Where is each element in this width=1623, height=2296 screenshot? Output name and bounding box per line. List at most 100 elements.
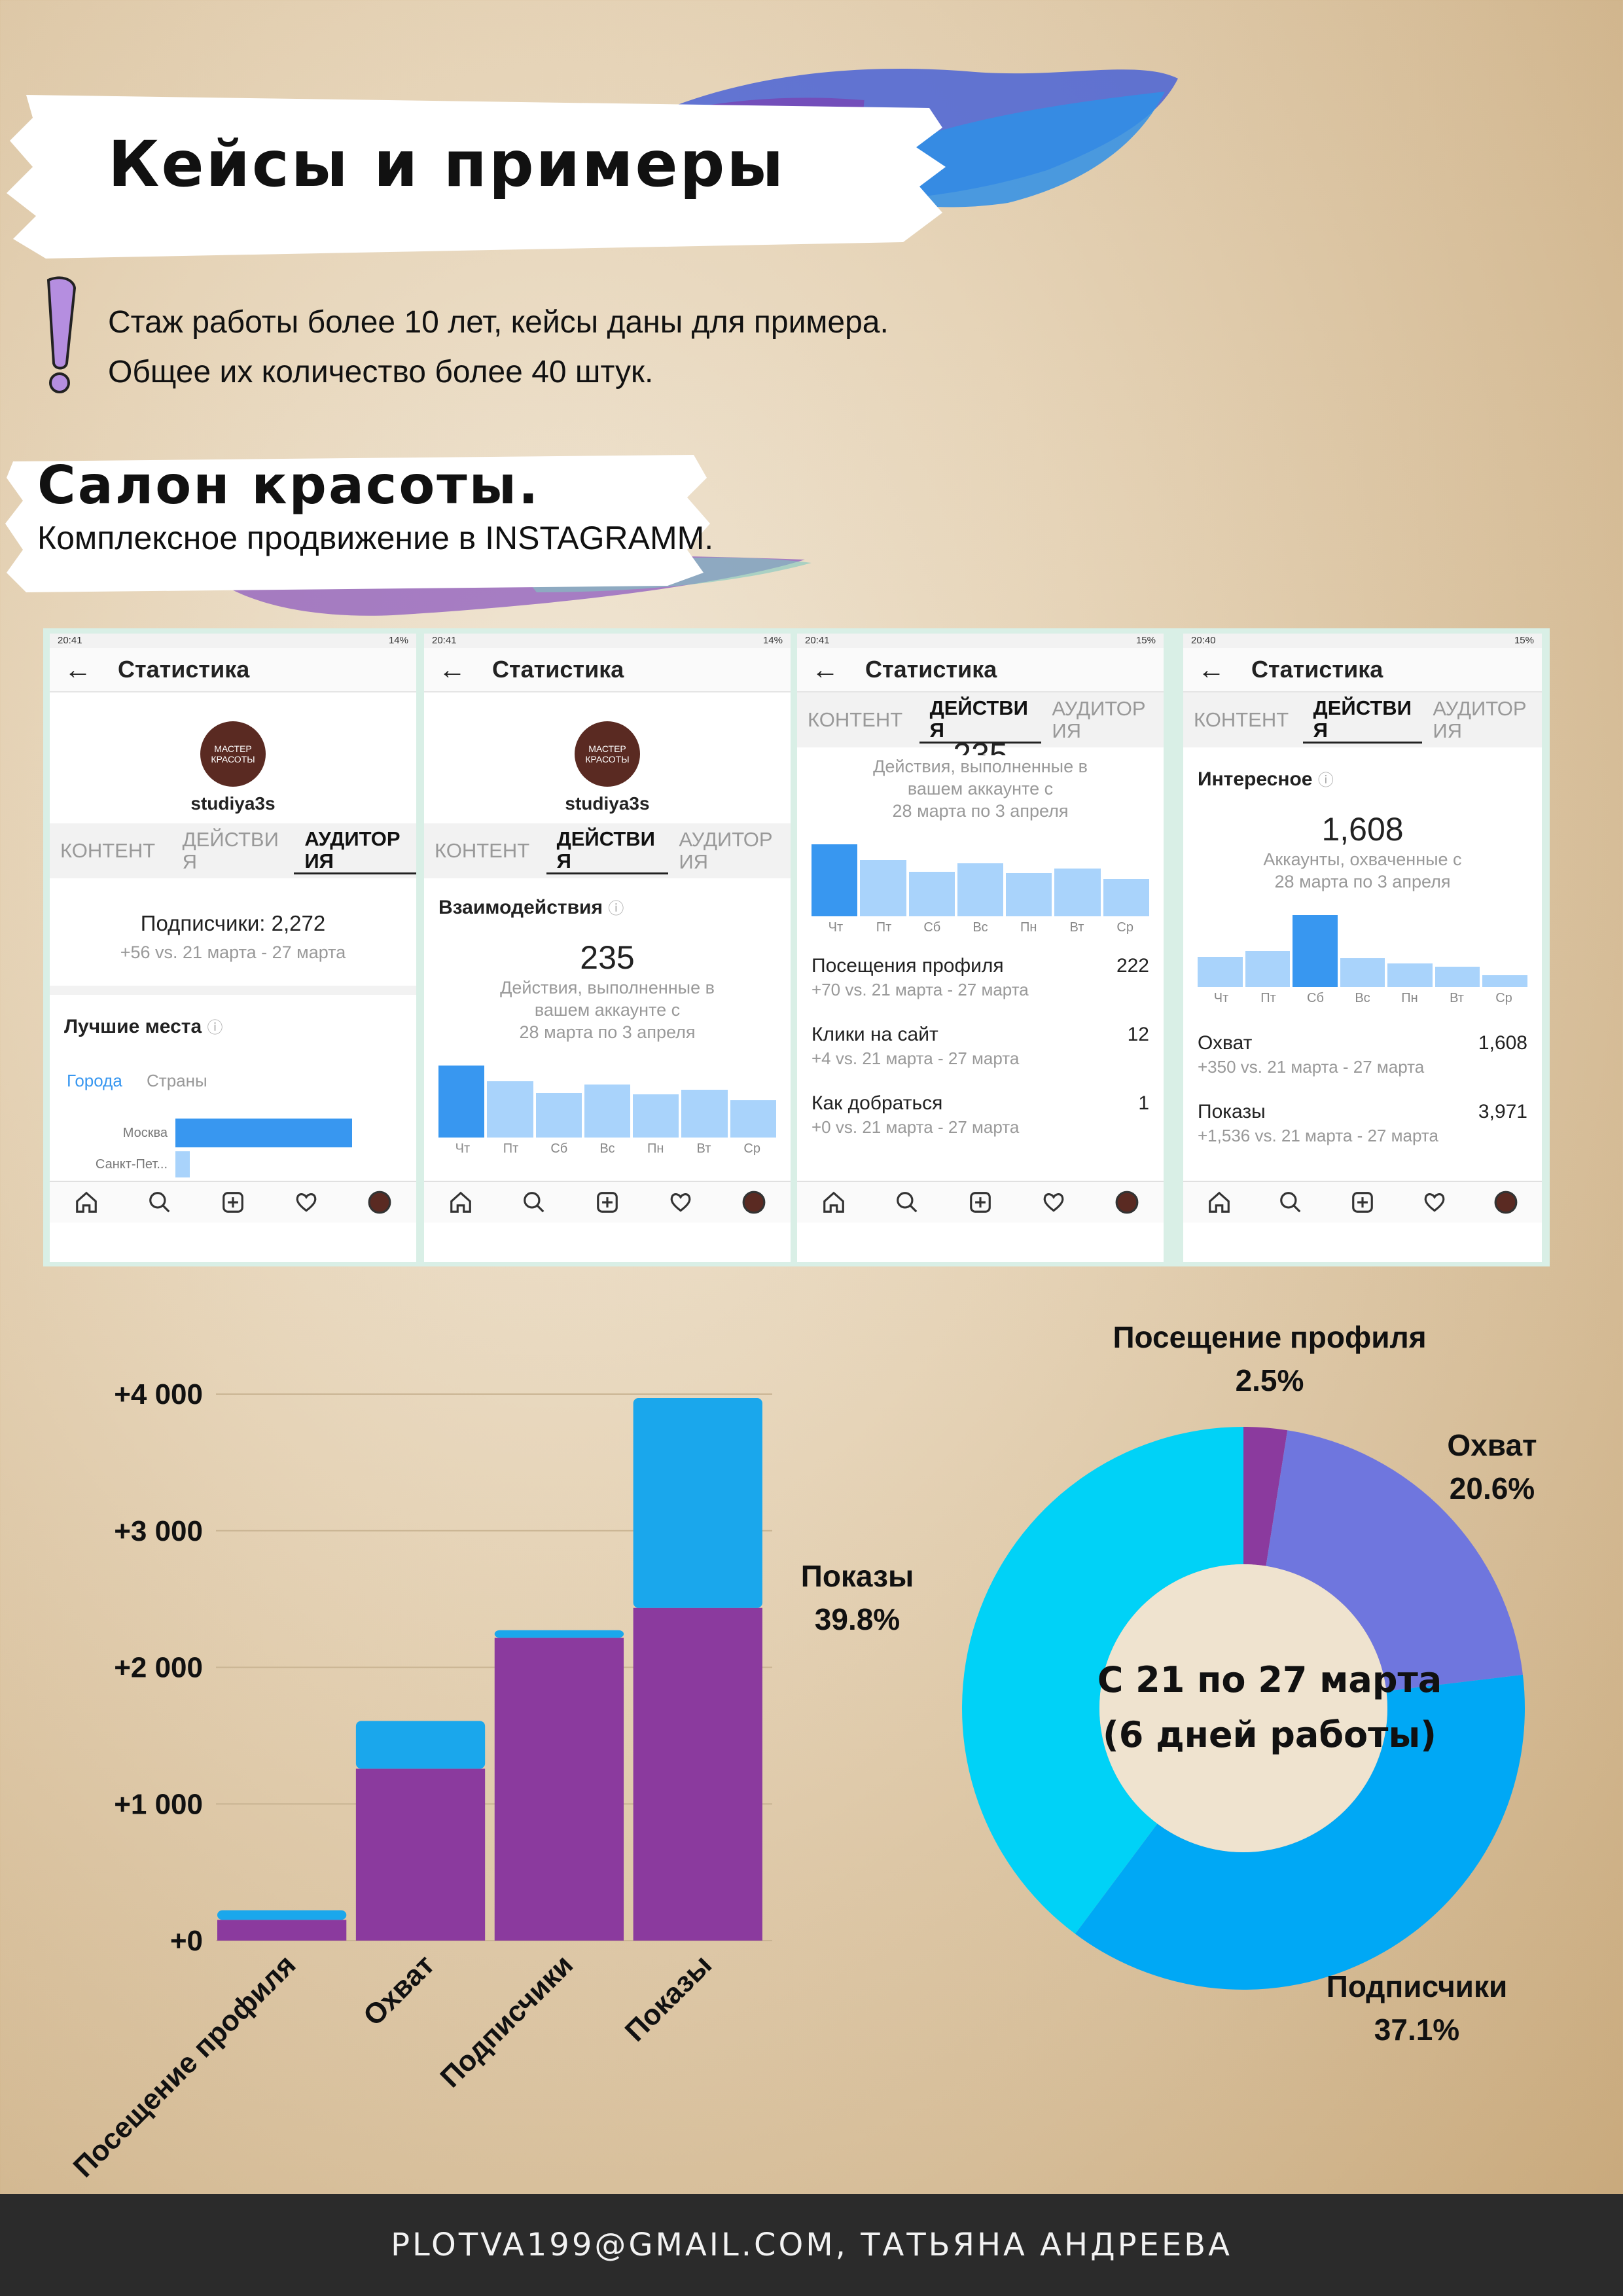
stat-row-change: +70 vs. 21 марта - 27 марта [812, 980, 1029, 999]
interactions-count: 235 [580, 939, 635, 976]
profile-icon[interactable] [1493, 1189, 1519, 1215]
x-tick-label: Охват [357, 1948, 440, 2032]
screen-header: ← Статистика [424, 648, 791, 692]
actions-desc-3: 28 марта по 3 апреля [892, 801, 1069, 821]
heart-icon[interactable] [1421, 1189, 1448, 1215]
stat-row[interactable]: Как добраться 1 [812, 1092, 1149, 1114]
screenshot-audience: 20:41 14% ← Статистика МАСТЕР КРАСОТЫ stu… [50, 634, 416, 1262]
search-icon[interactable] [147, 1189, 173, 1215]
donut-center-line-2: (6 дней работы) [1103, 1714, 1436, 1755]
info-icon[interactable]: ⓘ [1317, 772, 1334, 789]
back-arrow-icon[interactable]: ← [64, 654, 92, 685]
tab-audience[interactable]: АУДИТОР ИЯ [679, 828, 773, 873]
profile-icon[interactable] [366, 1189, 393, 1215]
weekday-labels: Чт Пт Сб Вс Пн Вт Ср [828, 920, 1133, 935]
stats-tabs: КОНТЕНТ ДЕЙСТВИ Я АУДИТОР ИЯ [50, 823, 416, 878]
bar-segment [633, 1398, 762, 1608]
stat-row[interactable]: Клики на сайт 12 [812, 1024, 1149, 1045]
tab-actions[interactable]: ДЕЙСТВИ Я [1302, 696, 1423, 744]
tab-content[interactable]: КОНТЕНТ [808, 708, 903, 731]
tab-audience[interactable]: АУДИТОР ИЯ [1433, 697, 1527, 742]
y-tick-label: +0 [170, 1925, 203, 1957]
stat-row[interactable]: Посещения профиля 222 [812, 955, 1149, 977]
pie-slice [1243, 1427, 1288, 1566]
interactions-desc-2: вашем аккаунте с [534, 1000, 681, 1020]
search-icon[interactable] [894, 1189, 920, 1215]
screenshot-actions: 20:41 14% ← Статистика МАСТЕР КРАСОТЫ stu… [424, 634, 791, 1262]
status-bar: 20:41 15% [797, 634, 1164, 648]
tab-audience[interactable]: АУДИТОР ИЯ [294, 827, 416, 874]
y-tick-label: +4 000 [114, 1378, 203, 1410]
bar-segment [355, 1768, 486, 1941]
intro-line-1: Стаж работы более 10 лет, кейсы даны для… [108, 305, 889, 340]
tab-countries[interactable]: Страны [147, 1071, 207, 1090]
tab-actions[interactable]: ДЕЙСТВИ Я [919, 696, 1042, 744]
pie-slice [1075, 1674, 1525, 1990]
page-title: Кейсы и примеры [108, 128, 786, 201]
avatar[interactable]: МАСТЕР КРАСОТЫ [575, 721, 640, 787]
status-bar: 20:41 14% [50, 634, 416, 648]
x-tick-label: Посещение профиля [67, 1948, 302, 2183]
info-icon[interactable]: ⓘ [207, 1019, 223, 1037]
actions-count: 235 [953, 736, 1008, 755]
profile-icon[interactable] [741, 1189, 767, 1215]
bar-segment [217, 1920, 347, 1941]
tab-content[interactable]: КОНТЕНТ [60, 839, 156, 862]
add-post-icon[interactable] [967, 1189, 993, 1215]
stat-row-change: +0 vs. 21 марта - 27 марта [812, 1117, 1020, 1137]
add-post-icon[interactable] [220, 1189, 246, 1215]
stats-tabs: КОНТЕНТ ДЕЙСТВИ Я АУДИТОР ИЯ [424, 823, 791, 878]
y-tick-label: +2 000 [114, 1652, 203, 1684]
profile-icon[interactable] [1114, 1189, 1140, 1215]
avatar[interactable]: МАСТЕР КРАСОТЫ [200, 721, 266, 787]
tab-actions[interactable]: ДЕЙСТВИ Я [182, 828, 279, 873]
tab-actions[interactable]: ДЕЙСТВИ Я [546, 827, 669, 874]
back-arrow-icon[interactable]: ← [438, 654, 466, 685]
y-tick-label: +3 000 [114, 1515, 203, 1547]
city-label: Санкт-Пет... [95, 1157, 168, 1172]
bar-segment [217, 1910, 347, 1920]
back-arrow-icon[interactable]: ← [1198, 654, 1225, 685]
screen-title: Статистика [1251, 656, 1383, 683]
add-post-icon[interactable] [594, 1189, 620, 1215]
weekly-bars [797, 844, 1164, 916]
donut-hole [1099, 1564, 1387, 1852]
bar-segment [633, 1607, 762, 1941]
heart-icon[interactable] [293, 1189, 319, 1215]
tab-content[interactable]: КОНТЕНТ [435, 839, 530, 862]
heart-icon[interactable] [1041, 1189, 1067, 1215]
interesting-title: Интересное [1198, 768, 1313, 790]
home-icon[interactable] [73, 1189, 99, 1215]
interactions-desc-1: Действия, выполненные в [500, 978, 715, 997]
heart-icon[interactable] [668, 1189, 694, 1215]
back-arrow-icon[interactable]: ← [812, 654, 839, 685]
best-places-title: Лучшие места [64, 1016, 202, 1037]
screen-title: Статистика [492, 656, 624, 683]
search-icon[interactable] [1277, 1189, 1304, 1215]
home-icon[interactable] [821, 1189, 847, 1215]
stats-tabs: КОНТЕНТ ДЕЙСТВИ Я АУДИТОР ИЯ [1183, 692, 1542, 747]
screenshot-profile-actions: 20:41 15% ← Статистика КОНТЕНТ ДЕЙСТВИ Я … [797, 634, 1164, 1262]
bar-annotation-value: 39.8% [814, 1602, 901, 1636]
stat-row[interactable]: Охват 1,608 [1198, 1032, 1527, 1054]
search-icon[interactable] [521, 1189, 547, 1215]
home-icon[interactable] [1206, 1189, 1232, 1215]
weekly-bars [424, 1066, 791, 1138]
stat-row[interactable]: Показы 3,971 [1198, 1101, 1527, 1122]
home-icon[interactable] [448, 1189, 474, 1215]
tab-content[interactable]: КОНТЕНТ [1194, 708, 1289, 731]
add-post-icon[interactable] [1349, 1189, 1376, 1215]
actions-desc-2: вашем аккаунте с [907, 779, 1054, 798]
screen-header: ← Статистика [50, 648, 416, 692]
info-icon[interactable]: ⓘ [608, 900, 624, 918]
bottom-nav [50, 1181, 416, 1223]
footer-contact[interactable]: PLOTVA199@GMAIL.COM, ТАТЬЯНА АНДРЕЕВА [0, 2194, 1623, 2296]
weekly-bars [1183, 915, 1542, 987]
weekday-labels: Чт Пт Сб Вс Пн Вт Ср [1213, 991, 1512, 1005]
bar-segment [355, 1721, 486, 1769]
intro-text: Стаж работы более 10 лет, кейсы даны для… [108, 298, 889, 397]
tab-cities[interactable]: Города [67, 1071, 122, 1090]
reach-count: 1,608 [1321, 811, 1404, 848]
intro-line-2: Общее их количество более 40 штук. [108, 355, 654, 389]
tab-audience[interactable]: АУДИТОР ИЯ [1052, 697, 1146, 742]
